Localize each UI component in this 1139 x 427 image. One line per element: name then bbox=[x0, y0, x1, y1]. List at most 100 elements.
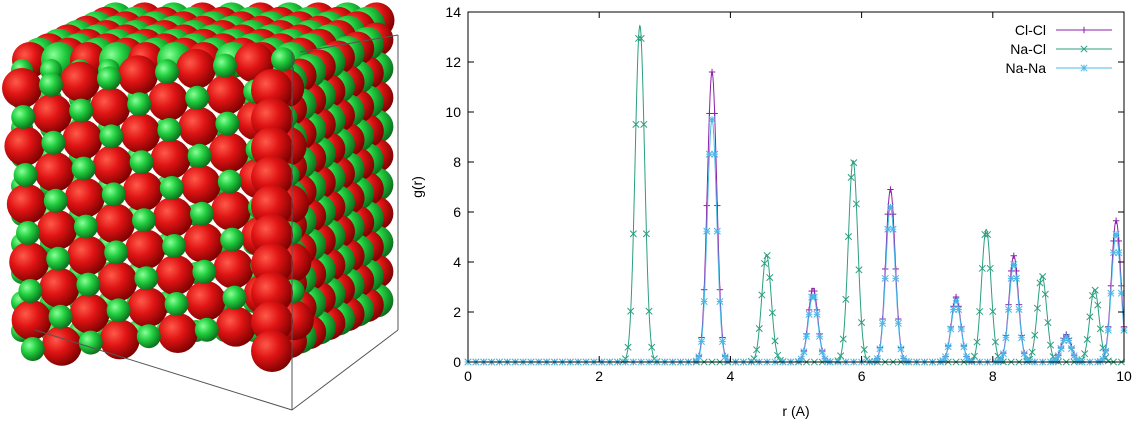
chloride-atom bbox=[251, 301, 293, 343]
data-point-marker bbox=[884, 225, 892, 233]
sodium-atom bbox=[271, 47, 295, 72]
chloride-atom bbox=[208, 132, 249, 173]
chloride-atom bbox=[64, 177, 105, 218]
legend: Cl-Cl Na-Cl Na-Na bbox=[1006, 22, 1112, 76]
data-point-marker bbox=[957, 325, 965, 333]
data-point-marker bbox=[855, 266, 863, 274]
data-point-marker bbox=[955, 305, 963, 314]
chloride-atom bbox=[92, 145, 133, 186]
y-tick-label: 2 bbox=[453, 304, 461, 320]
data-point-marker bbox=[986, 264, 994, 272]
sodium-atom bbox=[159, 176, 184, 200]
data-point-marker bbox=[1046, 341, 1055, 349]
data-point-marker bbox=[1031, 331, 1039, 339]
data-point-marker bbox=[805, 310, 813, 318]
y-tick-label: 12 bbox=[445, 54, 461, 70]
data-point-marker bbox=[960, 343, 968, 351]
data-point-marker bbox=[776, 356, 784, 365]
x-tick-label: 4 bbox=[727, 368, 735, 384]
sodium-atom bbox=[190, 201, 214, 226]
data-point-marker bbox=[797, 355, 805, 363]
data-point-marker bbox=[700, 297, 708, 306]
chloride-atom bbox=[41, 325, 82, 366]
data-point-marker bbox=[879, 319, 887, 327]
chloride-atom bbox=[183, 222, 224, 263]
data-point-marker bbox=[881, 274, 889, 282]
data-point-marker bbox=[873, 355, 881, 363]
series-na-na bbox=[464, 115, 1128, 366]
data-point-marker bbox=[889, 225, 897, 233]
chloride-atom bbox=[178, 106, 219, 147]
x-tick-label: 8 bbox=[989, 368, 997, 384]
data-point-marker bbox=[1099, 355, 1107, 363]
sodium-atom bbox=[194, 317, 219, 342]
x-tick-label: 0 bbox=[464, 368, 472, 384]
data-point-marker bbox=[1104, 326, 1112, 334]
data-point-marker bbox=[766, 273, 774, 282]
box-edge bbox=[34, 329, 293, 411]
legend-label: Na-Na bbox=[1006, 60, 1047, 76]
data-point-marker bbox=[1033, 304, 1041, 312]
chloride-atom bbox=[157, 313, 198, 353]
sodium-atom bbox=[39, 72, 63, 97]
chloride-atom bbox=[62, 119, 103, 160]
chloride-atom bbox=[125, 229, 166, 270]
data-point-marker bbox=[800, 348, 808, 356]
data-point-marker bbox=[818, 348, 826, 356]
chloride-atom bbox=[153, 197, 193, 237]
data-point-marker bbox=[763, 251, 771, 260]
data-point-marker bbox=[850, 159, 858, 167]
data-point-marker bbox=[981, 230, 989, 239]
data-point-marker bbox=[1004, 305, 1013, 313]
y-tick-label: 4 bbox=[453, 254, 461, 270]
chloride-atom bbox=[251, 214, 293, 256]
data-point-marker bbox=[716, 297, 724, 306]
data-point-marker bbox=[635, 34, 643, 43]
chloride-atom bbox=[9, 242, 50, 282]
data-point-marker bbox=[760, 259, 769, 267]
chloride-atom bbox=[148, 81, 189, 121]
x-tick-label: 6 bbox=[858, 368, 866, 384]
sodium-atom bbox=[41, 130, 66, 155]
sodium-atom bbox=[74, 214, 98, 239]
y-tick-label: 10 bbox=[445, 104, 461, 120]
data-point-marker bbox=[753, 346, 761, 354]
data-point-marker bbox=[1109, 249, 1118, 257]
sodium-atom bbox=[11, 105, 36, 129]
data-point-marker bbox=[1112, 230, 1120, 239]
data-point-marker bbox=[944, 343, 952, 351]
sodium-atom bbox=[13, 163, 38, 187]
data-point-marker bbox=[816, 332, 824, 340]
sodium-atom bbox=[132, 208, 156, 233]
x-tick-label: 10 bbox=[1116, 368, 1132, 384]
chloride-atom bbox=[180, 164, 221, 205]
sodium-atom bbox=[46, 246, 71, 271]
chloride-atom bbox=[155, 255, 196, 295]
data-point-marker bbox=[642, 230, 650, 238]
data-point-marker bbox=[711, 150, 719, 158]
sodium-atom bbox=[213, 53, 237, 78]
data-point-marker bbox=[774, 351, 782, 359]
y-axis-label: g(r) bbox=[409, 176, 425, 198]
sodium-atom bbox=[185, 85, 210, 110]
data-point-marker bbox=[708, 115, 716, 124]
chloride-atom bbox=[251, 98, 293, 140]
sodium-atom bbox=[101, 182, 126, 207]
chloride-atom bbox=[185, 280, 226, 321]
data-point-marker bbox=[991, 338, 999, 346]
series-line bbox=[468, 24, 1124, 363]
data-point-marker bbox=[1094, 301, 1102, 309]
sodium-atom bbox=[97, 66, 121, 91]
sodium-atom bbox=[78, 330, 103, 355]
data-point-marker bbox=[755, 324, 763, 333]
data-point-marker bbox=[894, 319, 902, 327]
data-point-marker bbox=[1070, 352, 1078, 360]
data-point-marker bbox=[640, 120, 648, 128]
data-point-marker bbox=[1115, 249, 1123, 257]
data-point-marker bbox=[847, 173, 855, 182]
data-point-marker bbox=[632, 120, 640, 128]
series-line bbox=[468, 118, 1125, 363]
data-point-marker bbox=[1062, 333, 1070, 341]
chloride-atom bbox=[69, 293, 110, 334]
data-point-marker bbox=[1099, 344, 1107, 352]
